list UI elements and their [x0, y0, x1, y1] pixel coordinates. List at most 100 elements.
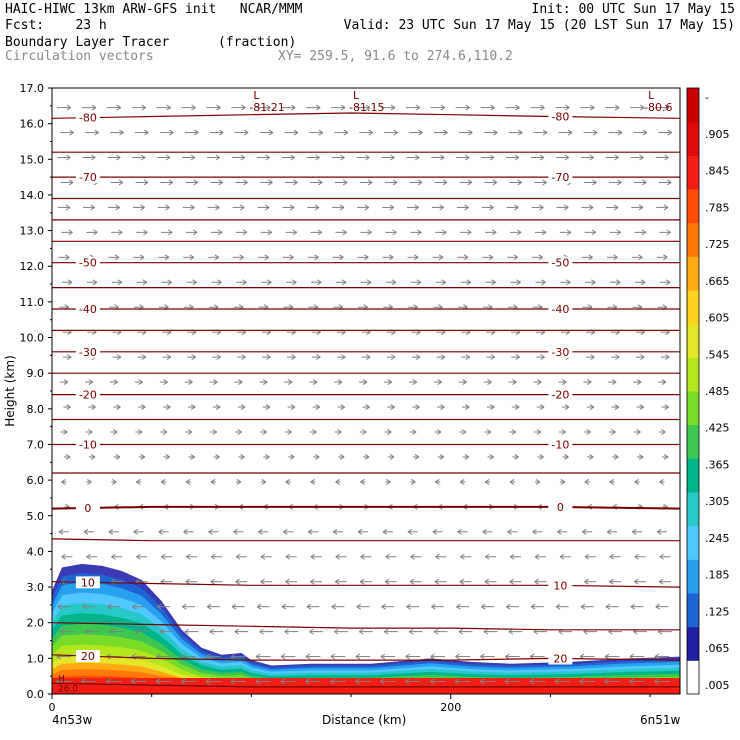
vector-head [555, 603, 561, 610]
vector-head [514, 154, 520, 161]
vector-head [243, 179, 248, 186]
vector-arrow [357, 528, 368, 535]
vector-arrow [261, 279, 272, 286]
vector-head [260, 553, 266, 560]
vector-head [611, 429, 616, 435]
vector-head [535, 478, 541, 485]
contour-label-bg [548, 345, 573, 358]
vector-arrow [313, 454, 320, 460]
vector-head [57, 603, 62, 610]
vector-arrow [409, 179, 423, 186]
vector-head [65, 454, 71, 460]
vector-head [430, 653, 435, 660]
vector-arrow [384, 429, 392, 435]
contour-label: -70 [551, 171, 569, 184]
vector-head [190, 454, 195, 460]
vector-arrow [336, 354, 346, 361]
vector-head [290, 154, 295, 161]
vector-arrow [360, 279, 372, 286]
vector-arrow [158, 528, 169, 535]
vector-arrow [62, 354, 72, 361]
vector-arrow [604, 653, 620, 660]
vector-arrow [309, 628, 323, 635]
vector-head [310, 553, 316, 560]
vector-head [115, 204, 120, 211]
vector-arrow [332, 254, 344, 261]
vector-head [512, 379, 517, 386]
vector-head [107, 603, 112, 610]
vector-head [167, 229, 173, 236]
vector-head [429, 678, 435, 685]
vector-arrow [460, 279, 471, 286]
vector-arrow [532, 254, 544, 261]
vector-arrow [484, 578, 497, 585]
vector-head [442, 229, 447, 236]
vector-arrow [230, 653, 246, 660]
vector-head [235, 553, 241, 560]
colorbar-swatch [687, 593, 699, 628]
vector-arrow [210, 429, 218, 435]
vector-head [265, 154, 271, 161]
vector-arrow [405, 653, 421, 660]
vector-arrow [385, 279, 397, 286]
vector-head [529, 678, 535, 685]
vector-head [607, 528, 612, 535]
vector-head [609, 553, 615, 560]
vector-arrow [59, 628, 74, 635]
vector-arrow [287, 354, 296, 361]
contour-label-bg [75, 111, 100, 124]
vector-head [134, 628, 140, 635]
vector-head [190, 204, 195, 211]
vector-head [432, 528, 438, 535]
vector-arrow [485, 279, 496, 286]
vector-arrow [558, 379, 567, 386]
vector-head [411, 429, 417, 435]
contour-label-bg [548, 110, 573, 123]
vector-head [259, 628, 264, 635]
vector-head [584, 478, 590, 485]
vector-head [92, 279, 98, 286]
vector-head [659, 478, 664, 485]
vector-head [209, 628, 215, 635]
vector-arrow [234, 129, 249, 136]
vector-head [68, 179, 74, 186]
vector-head [442, 179, 448, 186]
y-tick-label: 14.0 [20, 189, 45, 202]
vector-arrow [557, 528, 568, 535]
vector-arrow [481, 154, 495, 161]
vector-arrow [288, 454, 295, 460]
vector-arrow [132, 603, 146, 610]
vector-head [368, 129, 373, 136]
vector-head [217, 279, 222, 286]
vector-arrow [611, 354, 620, 361]
vector-arrow [362, 404, 370, 410]
vector-head [91, 154, 96, 161]
vector-head [339, 204, 345, 211]
vector-arrow [359, 628, 373, 635]
vector-head [114, 254, 120, 261]
vector-head [589, 454, 594, 460]
vector-arrow [105, 678, 122, 685]
y-tick-label: 5.0 [27, 510, 45, 523]
vector-head [390, 404, 395, 410]
vector-arrow [310, 478, 316, 485]
vector-arrow [560, 279, 571, 286]
vector-head [614, 154, 619, 161]
high-value-label: 26.0 [58, 684, 78, 694]
vector-arrow [332, 204, 345, 211]
vector-head [542, 129, 548, 136]
vector-arrow [609, 179, 622, 186]
vector-head [443, 129, 448, 136]
vector-head [287, 429, 292, 435]
vector-arrow [307, 528, 319, 535]
vector-head [636, 379, 642, 386]
vector-arrow [410, 553, 422, 560]
vector-head [509, 553, 515, 560]
vector-head [454, 678, 460, 685]
contour-label-bg [75, 171, 100, 184]
vector-arrow [110, 429, 118, 435]
vector-arrow [580, 104, 595, 111]
contour-label-bg [75, 501, 100, 514]
vector-head [614, 454, 619, 460]
vector-arrow [285, 553, 297, 560]
